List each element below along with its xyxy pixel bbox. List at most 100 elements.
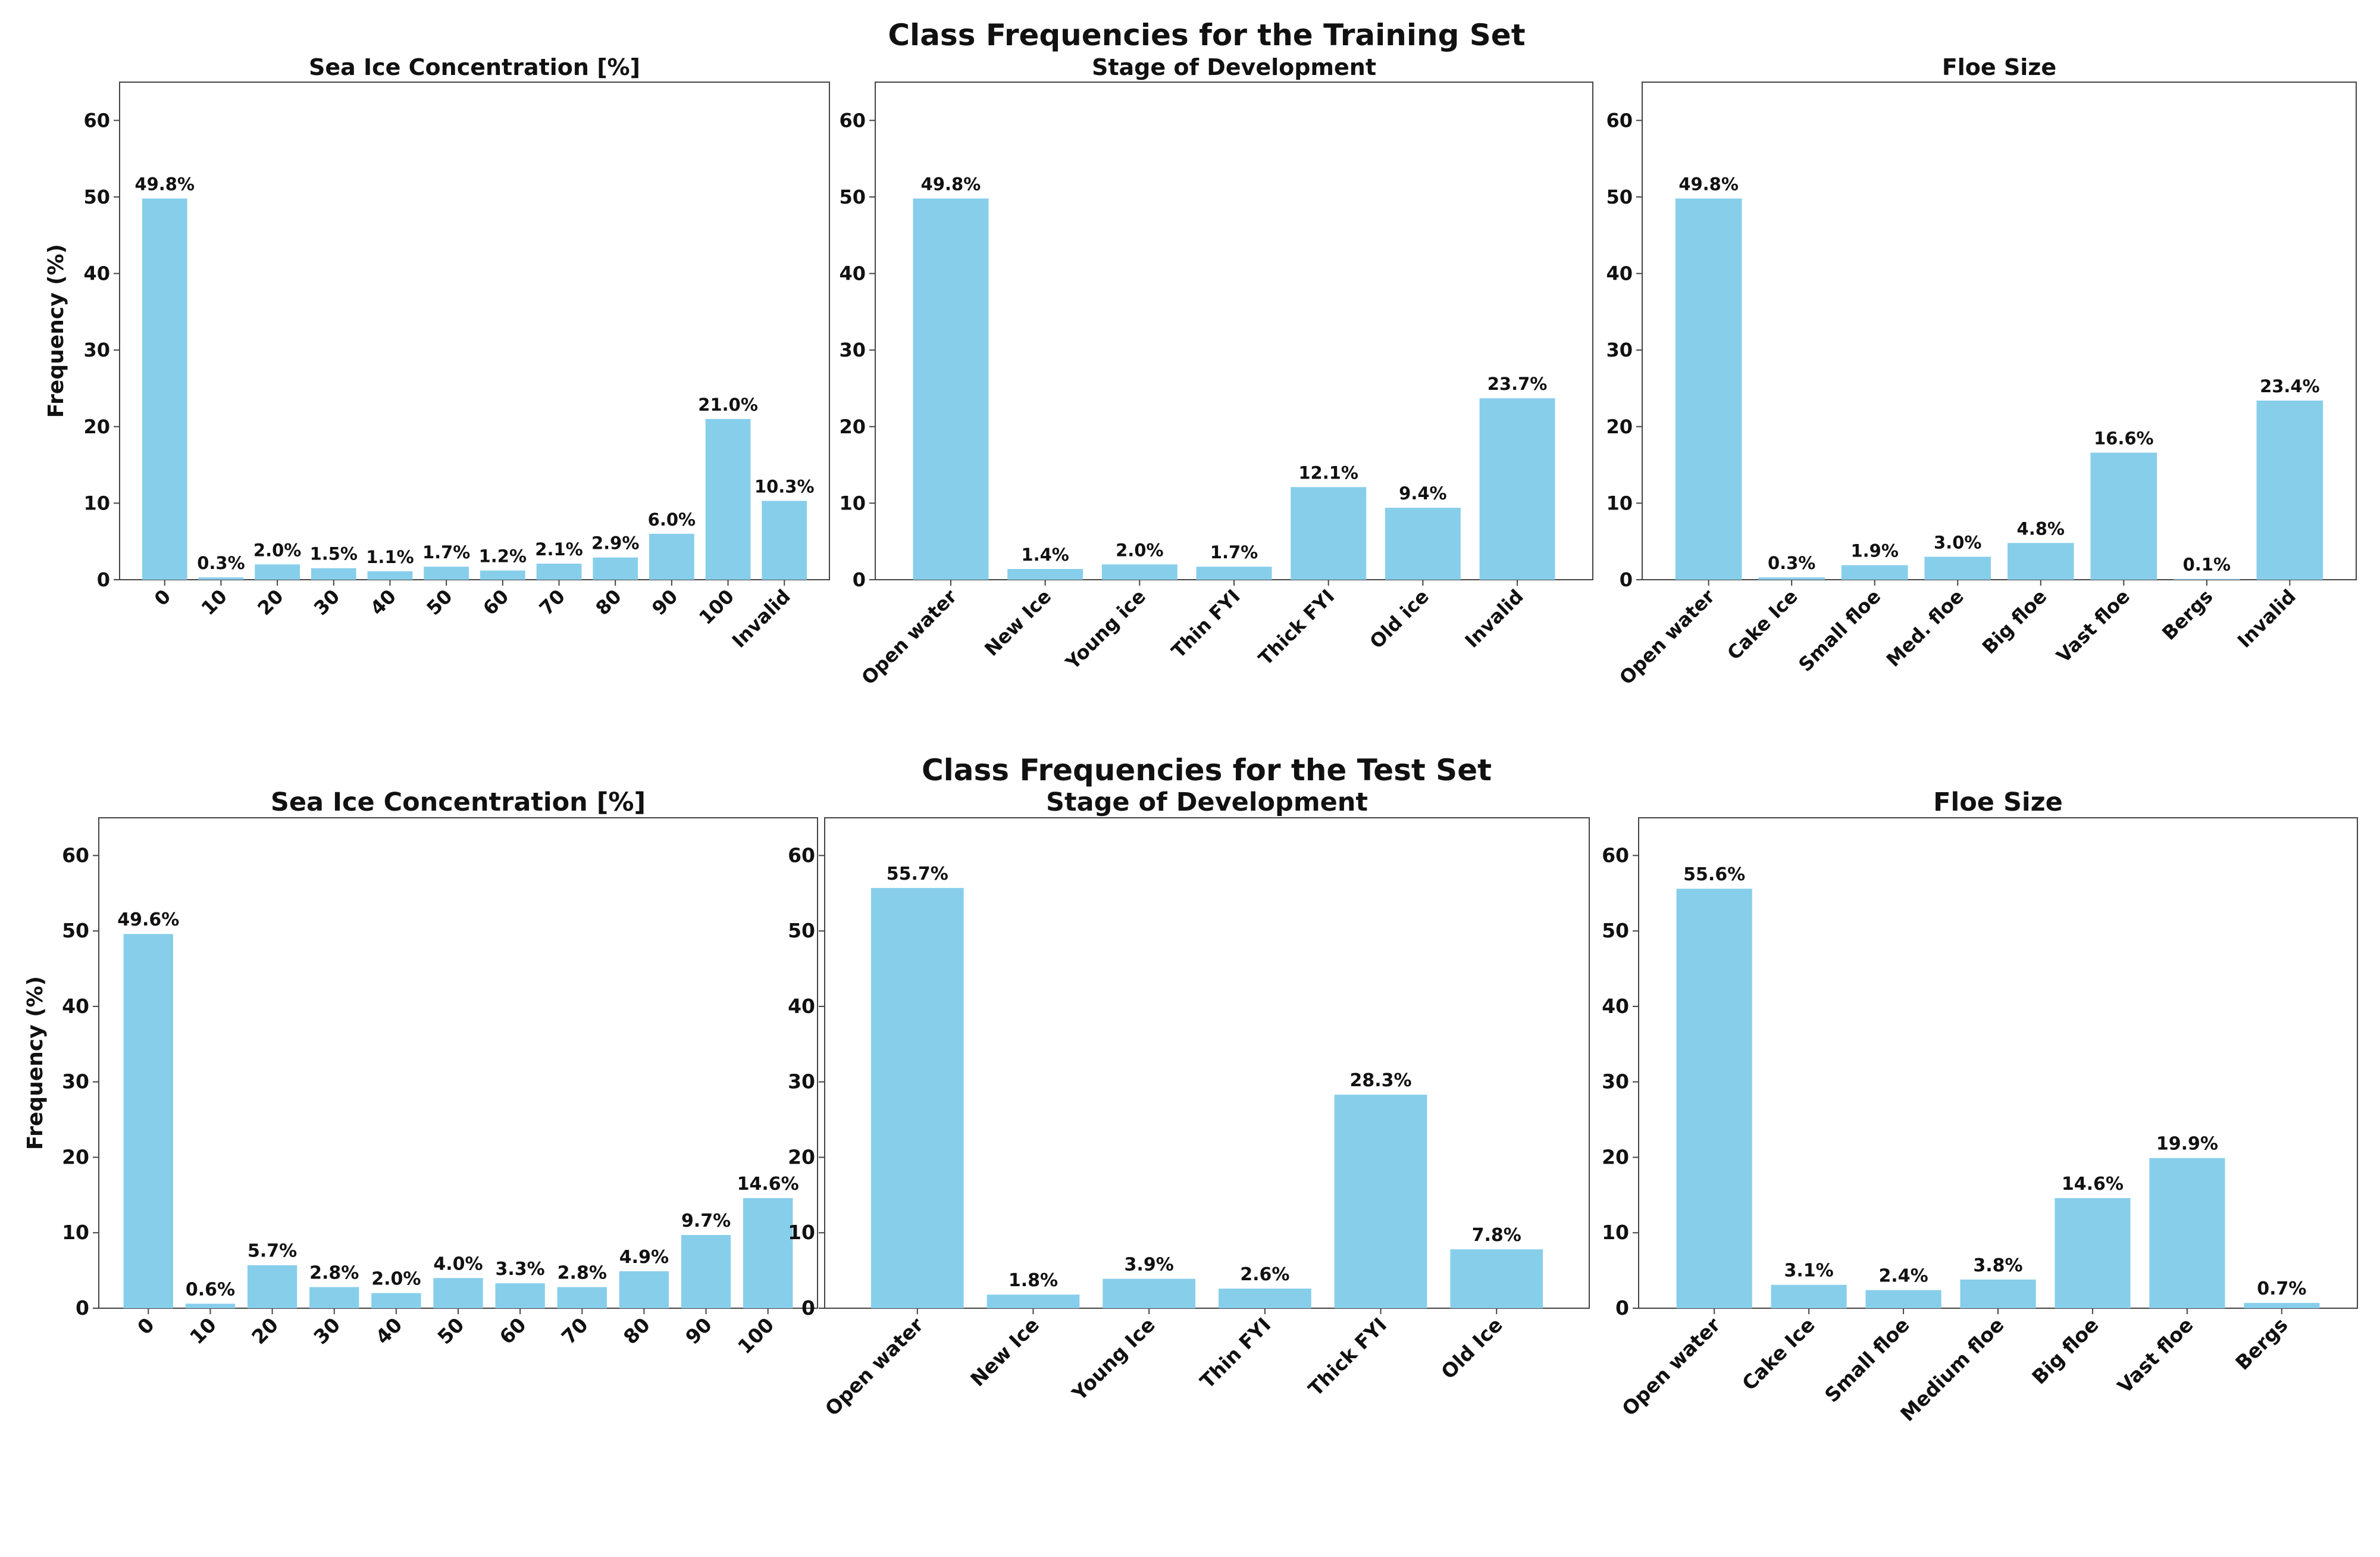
bar [198,577,244,580]
y-tick-label: 10 [839,492,866,514]
bar [1924,556,1991,580]
bar [2007,543,2074,580]
y-tick-label: 10 [83,492,110,514]
bar-value-label: 23.7% [1488,374,1548,394]
bar [913,198,989,580]
bar-value-label: 28.3% [1350,1070,1412,1091]
bar [619,1271,669,1308]
y-tick-label: 40 [62,995,89,1018]
y-tick-label: 60 [83,109,110,132]
chart-title: Floe Size [1942,54,2056,80]
bar [2244,1303,2320,1308]
bar-value-label: 2.1% [535,539,583,559]
bar [2055,1198,2131,1308]
y-axis-label: Frequency (%) [44,244,68,418]
y-tick-label: 0 [801,1296,815,1320]
bar [1291,487,1367,580]
bar [367,571,413,580]
bar-value-label: 49.8% [921,174,981,194]
y-tick-label: 20 [83,415,110,438]
bar [2174,579,2240,580]
bar [371,1293,421,1308]
bar [557,1287,607,1308]
bar [593,557,638,580]
bar-value-label: 0.6% [186,1279,235,1300]
bar [1101,564,1178,580]
bar-value-label: 7.8% [1472,1225,1521,1246]
bar-value-label: 14.6% [2062,1174,2124,1195]
chart-title: Stage of Development [1046,787,1368,817]
bar-value-label: 19.9% [2156,1134,2218,1155]
bar-value-label: 55.6% [1683,864,1745,885]
bar [743,1198,793,1308]
bar-value-label: 2.6% [1240,1264,1289,1285]
bar [142,198,187,580]
y-tick-label: 50 [788,919,815,942]
plot-frame [824,817,1590,1309]
bar-value-label: 55.7% [887,864,948,884]
bar [1334,1095,1427,1308]
bar [495,1283,545,1308]
bar-value-label: 1.9% [1850,541,1898,561]
y-tick-label: 10 [1602,1221,1629,1244]
bar-value-label: 4.9% [619,1247,669,1268]
bar-value-label: 12.1% [1298,462,1358,483]
y-tick-label: 40 [83,262,110,285]
y-tick-label: 40 [788,995,815,1018]
bar-value-label: 2.0% [1116,540,1163,560]
bar-value-label: 1.5% [310,544,358,564]
bar-value-label: 9.7% [681,1211,731,1231]
bar [1007,568,1083,580]
bar-value-label: 21.0% [698,395,758,415]
bar [1771,1284,1847,1308]
bar [1675,198,1742,580]
chart-title: Sea Ice Concentration [%] [271,787,646,817]
y-tick-label: 40 [839,262,866,285]
bar-value-label: 4.0% [433,1253,483,1274]
bar-value-label: 3.8% [1973,1255,2022,1276]
bar-value-label: 3.1% [1784,1261,1834,1281]
plot-frame [119,82,830,580]
bar-value-label: 6.0% [648,509,696,530]
bar-value-label: 5.7% [248,1241,297,1262]
bar [1196,567,1272,580]
y-tick-label: 30 [788,1070,815,1093]
y-tick-label: 40 [1606,262,1633,285]
bar [480,570,525,580]
bar-value-label: 1.7% [422,542,470,562]
chart-panel-4: Sea Ice Concentration [%] 0 10 20 30 40 50 60 Fr… [23,787,818,1358]
bar-value-label: 0.7% [2257,1278,2306,1299]
chart-title: Sea Ice Concentration [%] [309,54,640,80]
y-tick-label: 10 [1606,492,1633,514]
y-tick-label: 30 [839,339,866,361]
y-tick-label: 50 [1602,919,1629,942]
y-tick-label: 10 [62,1221,89,1244]
bar [762,501,807,580]
y-tick-label: 50 [83,186,110,208]
y-tick-label: 30 [1602,1070,1629,1093]
y-tick-label: 20 [62,1145,89,1168]
bar [311,568,356,580]
bar [1385,508,1461,580]
y-tick-label: 0 [1620,568,1633,591]
plot-frame [1642,82,2357,580]
test-set-title: Class Frequencies for the Test Set [922,753,1492,787]
bar [2149,1158,2225,1308]
bar-value-label: 14.6% [737,1174,799,1195]
bar [681,1235,731,1308]
bar [1865,1290,1941,1308]
y-tick-label: 60 [62,843,89,867]
chart-title: Stage of Development [1092,54,1376,80]
bar [433,1278,483,1308]
bar [1676,889,1752,1308]
chart-title: Floe Size [1933,787,2063,817]
bar-value-label: 2.4% [1878,1266,1928,1287]
bar [2090,452,2157,580]
bar-value-label: 1.8% [1009,1270,1058,1291]
bar-value-label: 2.0% [253,540,301,560]
y-tick-label: 30 [83,339,110,361]
y-tick-label: 60 [1602,843,1629,867]
y-tick-label: 0 [76,1296,89,1320]
y-axis-label: Frequency (%) [23,976,48,1150]
bar [536,563,582,580]
